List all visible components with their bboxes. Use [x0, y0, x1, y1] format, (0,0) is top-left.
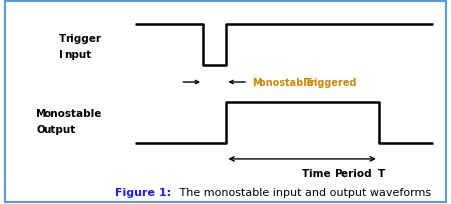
Text: ime: ime	[309, 168, 335, 178]
Text: eriod: eriod	[341, 168, 375, 178]
Text: T: T	[378, 168, 385, 178]
Text: onostable: onostable	[259, 78, 317, 88]
Text: Figure 1:: Figure 1:	[115, 187, 171, 197]
Text: onostable: onostable	[44, 108, 102, 118]
Text: O: O	[36, 125, 45, 134]
Text: riggered: riggered	[309, 78, 356, 88]
Text: rigger: rigger	[65, 34, 101, 44]
Text: nput: nput	[64, 50, 92, 60]
Text: T: T	[302, 168, 309, 178]
Text: T: T	[59, 34, 66, 44]
Text: M: M	[253, 78, 262, 88]
Text: P: P	[335, 168, 342, 178]
Text: M: M	[36, 108, 46, 118]
Text: The monostable input and output waveforms: The monostable input and output waveform…	[176, 187, 431, 197]
Text: I: I	[59, 50, 63, 60]
Text: T: T	[304, 78, 311, 88]
Text: utput: utput	[43, 125, 76, 134]
